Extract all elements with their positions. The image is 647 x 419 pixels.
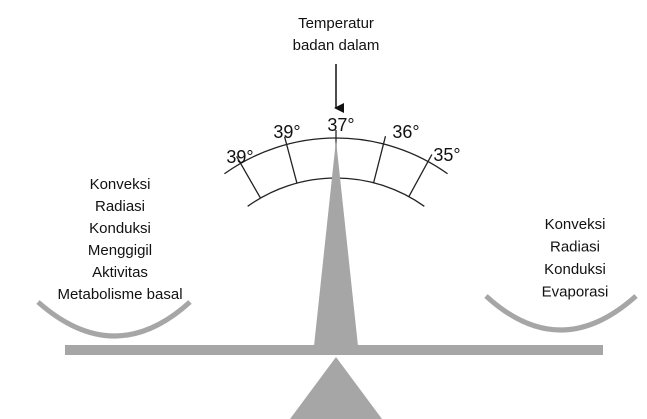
- right-item: Konduksi: [544, 261, 606, 278]
- gauge-label: 37°: [327, 115, 354, 135]
- right-item: Evaporasi: [542, 283, 609, 300]
- pillar: [314, 140, 358, 346]
- left-item: Aktivitas: [92, 264, 148, 281]
- gauge-label: 36°: [392, 122, 419, 142]
- gauge-label: 39°: [273, 122, 300, 142]
- gauge-label: 39°: [226, 147, 253, 167]
- left-item: Konveksi: [90, 176, 151, 193]
- right-item: Radiasi: [550, 238, 600, 255]
- gauge-tick: [283, 136, 298, 184]
- left-item: Metabolisme basal: [57, 286, 182, 303]
- top-label: badan dalam: [293, 37, 380, 54]
- base: [290, 357, 382, 419]
- gauge-label: 35°: [433, 145, 460, 165]
- beam: [65, 345, 603, 355]
- gauge-tick: [372, 136, 387, 183]
- left-item: Radiasi: [95, 198, 145, 215]
- right-item: Konveksi: [545, 216, 606, 233]
- top-label: Temperatur: [298, 15, 374, 32]
- gauge-tick: [236, 156, 262, 199]
- right-pan: [484, 294, 638, 333]
- left-item: Konduksi: [89, 220, 151, 237]
- gauge-tick: [408, 154, 433, 197]
- left-item: Menggigil: [88, 242, 152, 259]
- left-pan: [36, 300, 192, 339]
